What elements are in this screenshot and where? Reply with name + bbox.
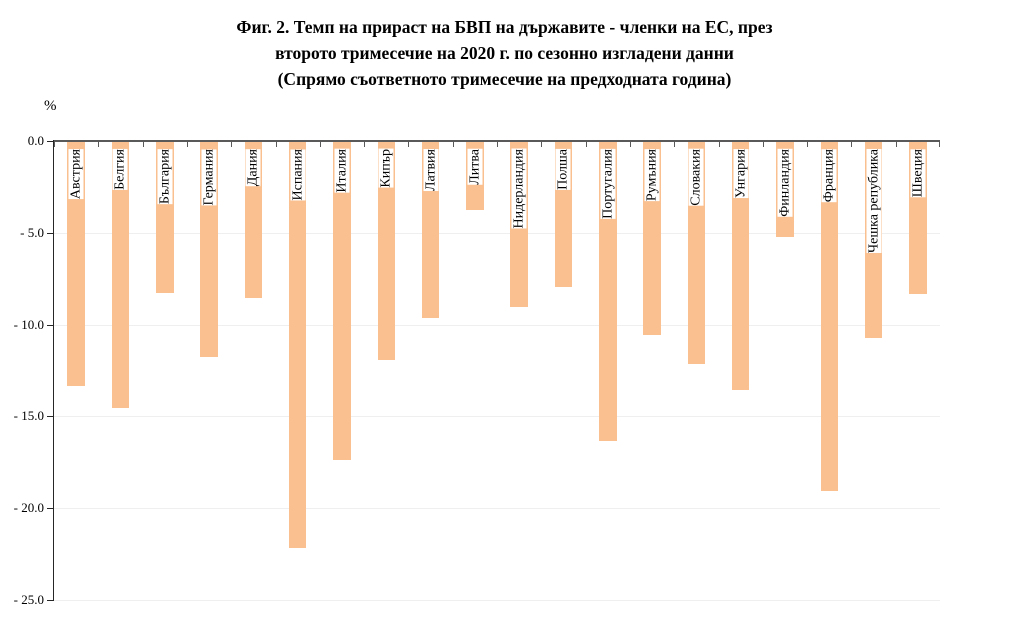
bar: Финландия [776,142,794,238]
bar: Кипър [377,142,395,361]
bar: Португалия [599,142,617,442]
category-tick [275,142,277,147]
bar-label: Испания [290,149,306,201]
bar-label: Дания [245,149,261,187]
bar: Франция [820,142,838,491]
bar: България [156,142,174,293]
bar-label: Нидерландия [511,149,527,229]
bar: Румъния [643,142,661,335]
bar: Чешка република [864,142,883,339]
bar-label: България [157,149,173,205]
bar: Испания [288,142,307,548]
bar: Германия [200,142,218,357]
bar-label: Франция [821,149,837,203]
bar-label: Белгия [112,149,128,190]
y-tick-label: - 25.0 [13,592,44,607]
bar: Швеция [909,142,927,295]
bar: Нидерландия [510,142,528,308]
category-tick [364,142,366,147]
bar-label: Унгария [733,149,749,199]
y-tick-label: - 10.0 [13,316,44,332]
gridline [54,416,940,418]
category-tick [408,142,410,147]
category-tick [319,142,321,147]
category-tick [231,142,233,147]
bar: Латвия [421,142,440,319]
category-tick [895,142,897,147]
category-tick [718,142,720,147]
category-tick [939,142,940,147]
y-tick [47,232,53,234]
y-tick-label: - 20.0 [13,500,44,516]
bar-label: Италия [334,149,350,193]
y-tick-label: 0.0 [27,133,44,148]
category-tick [629,142,631,147]
category-tick [452,142,454,147]
category-tick [54,142,55,147]
y-tick [47,416,53,418]
y-tick-label: - 15.0 [13,408,44,424]
bar: Австрия [67,142,85,387]
y-tick-label: - 5.0 [20,224,44,240]
y-axis-unit-label: % [44,98,57,114]
bar-label: Литва [467,149,483,185]
y-tick [47,324,53,326]
category-tick [186,142,188,147]
category-tick [142,142,144,147]
category-tick [585,142,587,147]
category-tick [851,142,853,147]
gridline [54,600,940,601]
y-tick [47,600,53,601]
category-tick [762,142,764,147]
bar-label: Чешка република [866,149,882,253]
category-tick [98,142,100,147]
plot-area: 0.0 - 5.0 - 10.0 - 15.0 - 20.0 - 25.0 Австрия Б… [14,134,940,607]
y-tick [47,508,53,510]
x-axis-line [54,140,940,142]
chart-title: Фиг. 2. Темп на прираст на БВП на държав… [0,14,1009,92]
gridline [54,508,940,510]
chart-title-line-3: (Спрямо съответното тримесечие на предхо… [277,69,732,89]
gridline [54,324,940,326]
category-tick [497,142,498,147]
bar-label: Румъния [644,149,660,202]
y-axis-line [53,140,54,601]
bar: Полша [554,142,573,288]
y-tick [47,141,53,142]
bar-label: Финландия [777,149,793,217]
bar: Дания [244,142,263,299]
category-tick [674,142,676,147]
gridline [54,232,940,234]
bar-label: Австрия [68,149,84,200]
bar: Италия [333,142,351,460]
category-tick [541,142,543,147]
bar-label: Словакия [688,149,704,206]
category-tick [807,142,809,147]
bar-label: Португалия [600,149,616,219]
chart-title-line-1: Фиг. 2. Темп на прираст на БВП на държав… [236,17,773,37]
bar-label: Швеция [910,149,926,198]
bar: Литва [466,142,484,210]
bar: Унгария [731,142,750,390]
bar-label: Кипър [378,149,394,188]
bar-label: Германия [201,149,217,206]
bar: Белгия [111,142,130,409]
bar-label: Латвия [423,149,439,192]
chart-title-line-2: второто тримесечие на 2020 г. по сезонно… [275,43,734,63]
bar-label: Полша [555,149,571,190]
bar: Словакия [687,142,706,365]
